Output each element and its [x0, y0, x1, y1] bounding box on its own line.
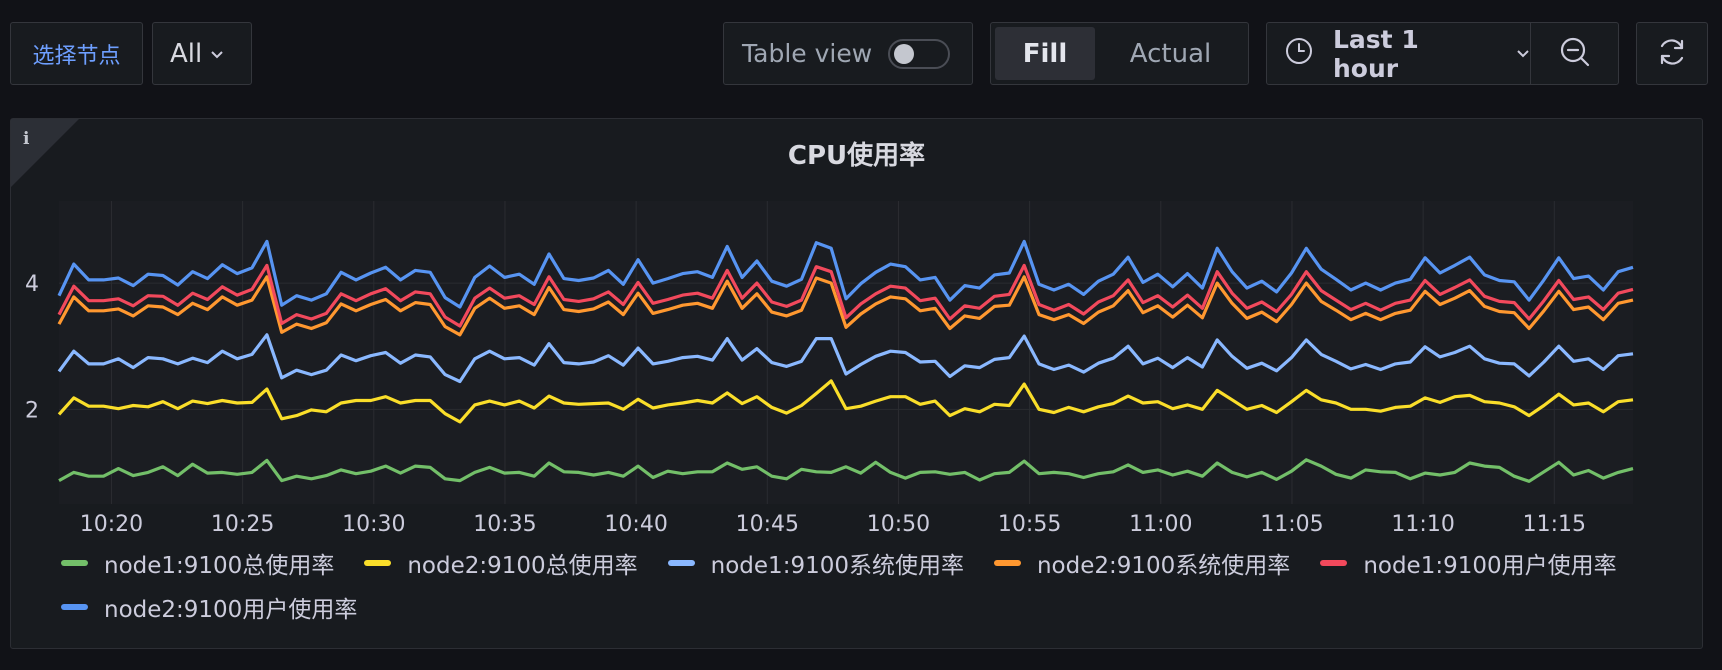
legend-item[interactable]: node2:9100系统使用率: [993, 548, 1291, 579]
x-tick-label: 11:10: [1391, 512, 1454, 537]
x-tick-label: 10:30: [342, 512, 405, 537]
series-line: [57, 333, 1634, 384]
table-view-label: Table view: [742, 39, 873, 68]
x-tick-label: 10:20: [80, 512, 143, 537]
chevron-down-icon: [210, 45, 224, 64]
time-range-label: Last 1 hour: [1333, 24, 1419, 83]
panel-info-corner[interactable]: [11, 119, 79, 187]
series-line: [57, 263, 1634, 328]
x-tick-label: 10:40: [604, 512, 667, 537]
legend-swatch: [61, 560, 88, 566]
series-line: [57, 239, 1634, 309]
x-tick-label: 11:00: [1129, 512, 1192, 537]
legend-item[interactable]: node2:9100用户使用率: [61, 592, 358, 623]
legend-item[interactable]: node1:9100用户使用率: [1320, 548, 1617, 579]
x-tick-label: 11:15: [1523, 512, 1586, 537]
actual-button[interactable]: Actual: [1129, 38, 1212, 69]
x-tick-label: 10:25: [211, 512, 274, 537]
switch-knob: [894, 43, 915, 64]
table-view-switch[interactable]: [888, 38, 951, 69]
legend-swatch: [1320, 560, 1348, 566]
legend-label: node1:9100用户使用率: [1363, 553, 1617, 579]
legend-label: node1:9100系统使用率: [710, 553, 964, 579]
cpu-usage-chart[interactable]: 10:20 10:25 10:30 10:35 10:40 10:45 10:50 10:55…: [11, 119, 1702, 539]
legend-label: node2:9100总使用率: [407, 553, 638, 579]
legend-item[interactable]: node2:9100总使用率: [364, 548, 638, 579]
time-picker: Last 1 hour: [1266, 22, 1619, 85]
fill-button[interactable]: Fill: [995, 27, 1095, 80]
plot-area: [59, 201, 1633, 504]
zoom-out-button[interactable]: [1531, 23, 1618, 84]
chart-legend: node1:9100总使用率 node2:9100总使用率 node1:9100系统…: [61, 548, 1681, 623]
node-variable-label-text: 选择节点: [32, 43, 121, 69]
time-range-button[interactable]: Last 1 hour: [1267, 23, 1531, 84]
legend-label: node2:9100用户使用率: [104, 597, 358, 623]
x-tick-label: 10:50: [867, 512, 930, 537]
node-select-value: All: [170, 38, 203, 69]
series-line: [57, 379, 1634, 424]
zoom-out-icon: [1559, 36, 1591, 72]
node-select-dropdown[interactable]: All: [152, 22, 252, 85]
x-tick-label: 10:55: [998, 512, 1061, 537]
x-tick-label: 10:35: [473, 512, 536, 537]
refresh-icon: [1655, 35, 1689, 73]
x-tick-label: 10:45: [736, 512, 799, 537]
series-line: [57, 275, 1634, 337]
table-view-toggle[interactable]: Table view: [723, 22, 973, 85]
legend-swatch: [993, 560, 1021, 566]
panel-title: CPU使用率: [787, 141, 926, 171]
fill-actual-radio-group: Fill Actual: [990, 22, 1249, 85]
x-tick-label: 11:05: [1260, 512, 1323, 537]
chevron-down-icon: [1516, 44, 1530, 63]
refresh-button[interactable]: [1636, 22, 1708, 85]
legend-label: node2:9100系统使用率: [1036, 553, 1291, 579]
legend-swatch: [364, 560, 392, 566]
y-tick-label: 4: [25, 272, 39, 297]
y-tick-label: 2: [25, 398, 39, 423]
legend-label: node1:9100总使用率: [104, 553, 335, 579]
info-icon[interactable]: i: [23, 129, 30, 149]
clock-icon: [1285, 37, 1313, 71]
cpu-usage-panel: i CPU使用率 10:20 10:25 10:30 10:35 10:40 10:45 1…: [10, 118, 1703, 649]
legend-item[interactable]: node1:9100系统使用率: [667, 548, 964, 579]
node-variable-label: 选择节点: [10, 22, 143, 85]
legend-swatch: [61, 604, 88, 610]
legend-item[interactable]: node1:9100总使用率: [61, 548, 335, 579]
series-line: [58, 458, 1634, 483]
legend-swatch: [667, 560, 695, 566]
